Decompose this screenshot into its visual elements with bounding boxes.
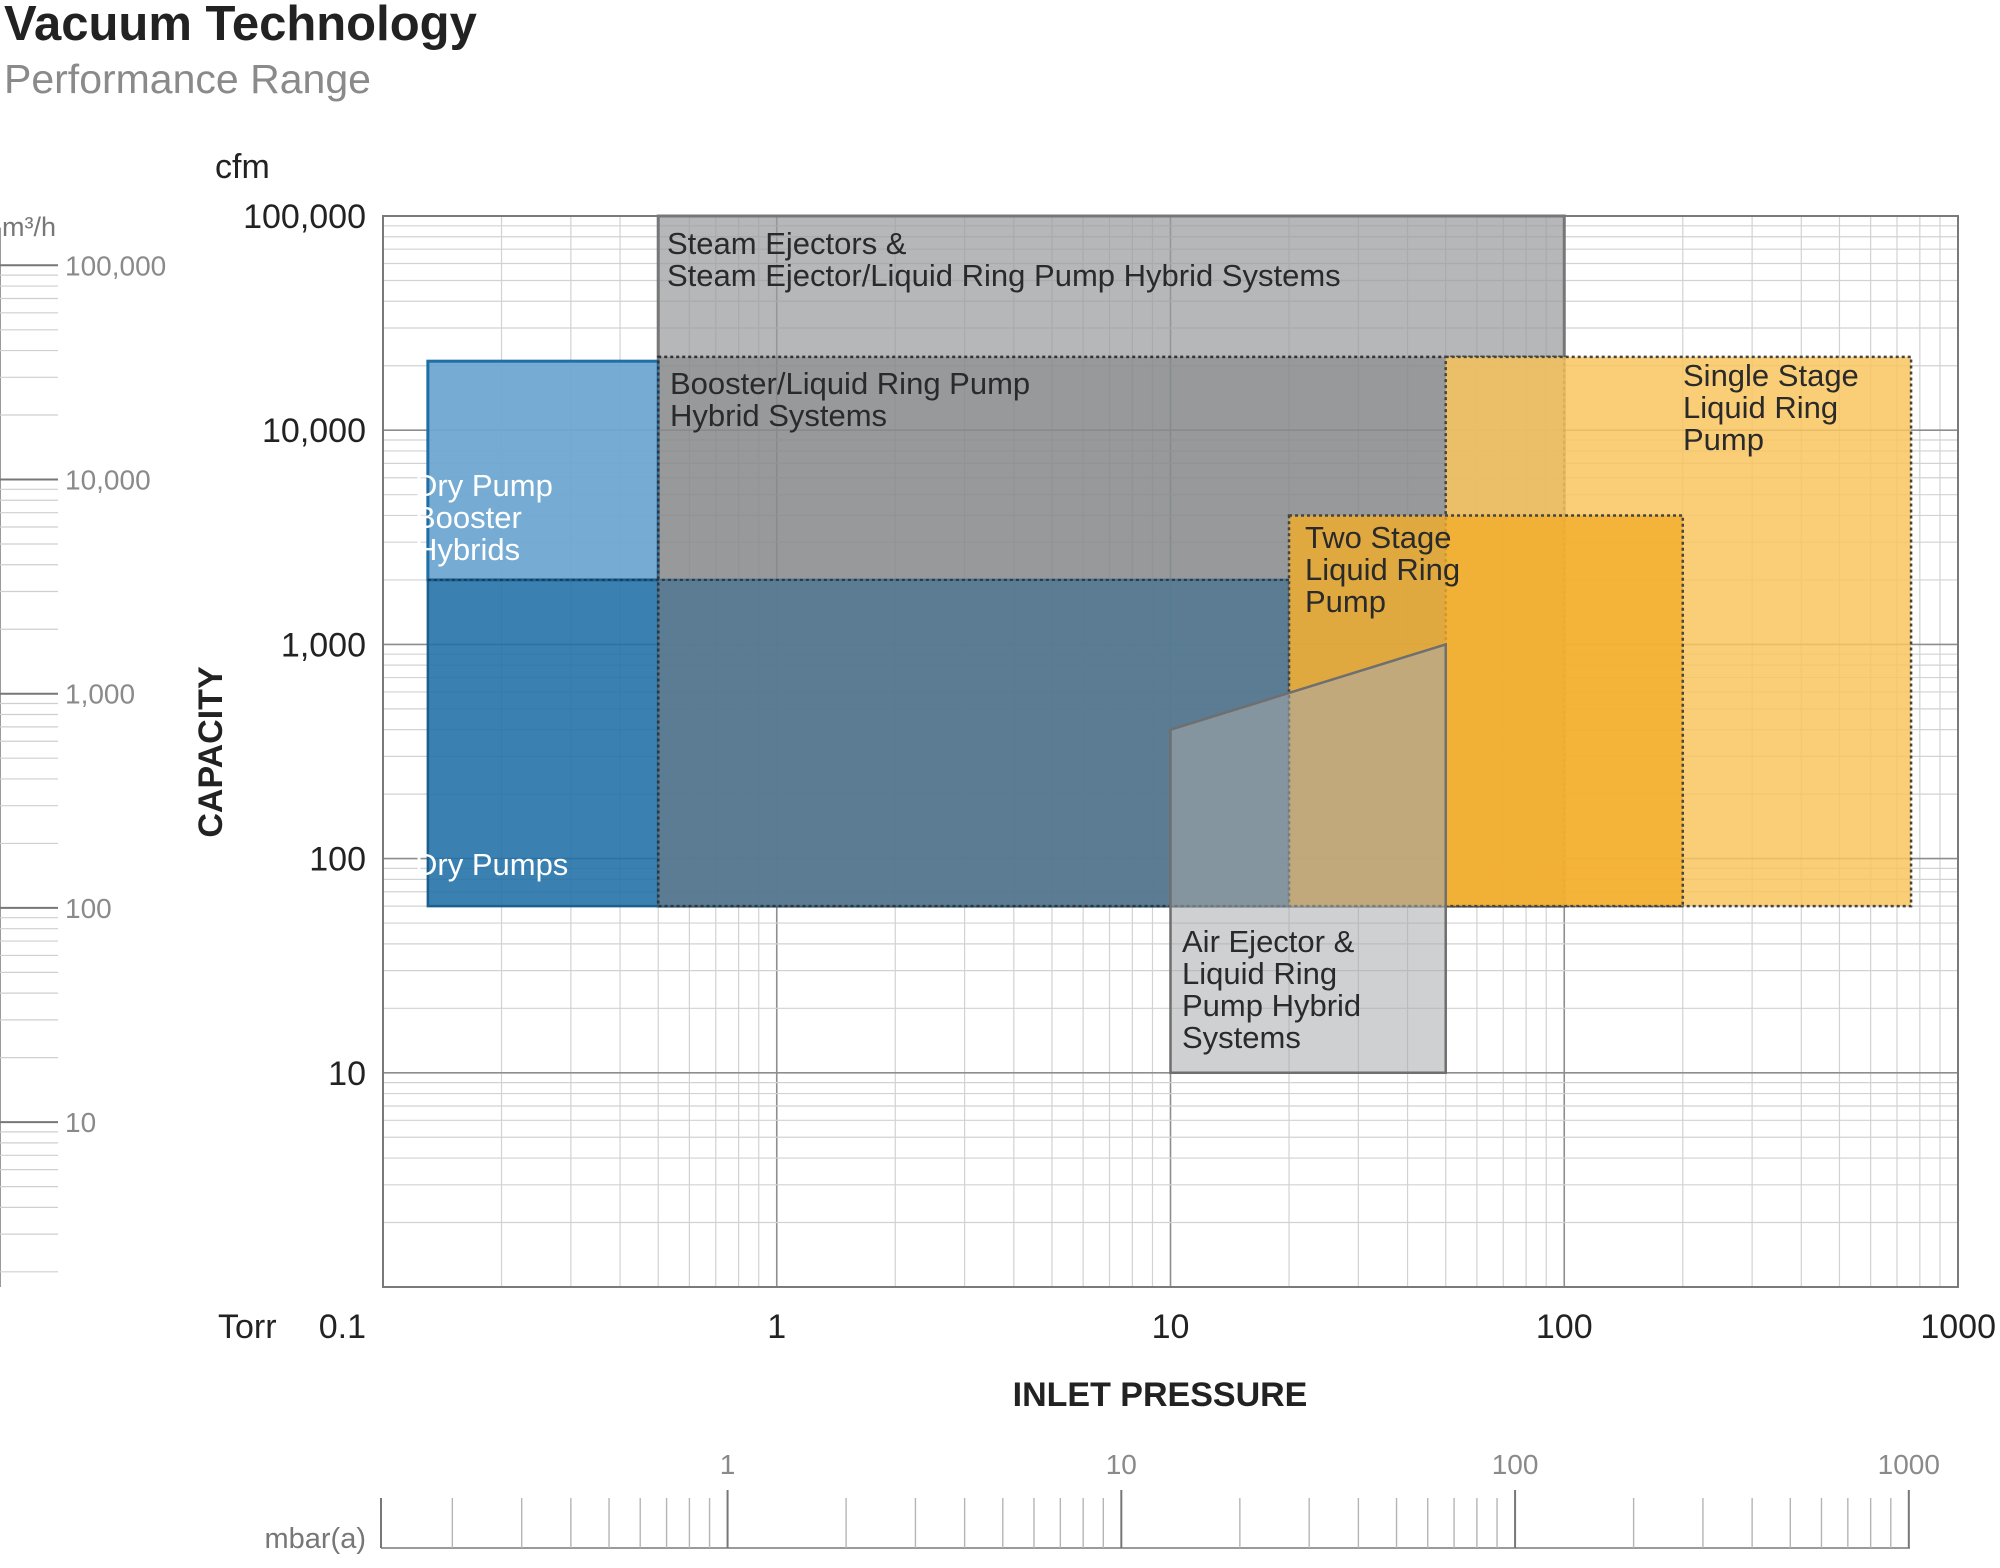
- region-label-3: Dry Pumps: [415, 847, 568, 882]
- region-2: [426, 359, 660, 582]
- x-tick-label: 1: [767, 1308, 786, 1346]
- secondary-x-tick-label: 1: [720, 1449, 736, 1480]
- region-label-line: Steam Ejectors &: [667, 226, 907, 261]
- secondary-y-tick-label: 100: [65, 893, 112, 924]
- region-label-line: Liquid Ring: [1683, 390, 1838, 425]
- region-label-line: Pump Hybrid: [1182, 988, 1361, 1023]
- y-tick-label: 10,000: [262, 412, 366, 450]
- region-label-line: Liquid Ring: [1182, 956, 1337, 991]
- y-tick-label: 100,000: [243, 198, 366, 236]
- axes: cfm 10 100 1,000 10,000 100,000 CAPACITY Torr 0.…: [0, 148, 1996, 1555]
- region-label-1: Booster/Liquid Ring Pump Hybrid Systems: [670, 366, 1030, 433]
- region-label-line: Air Ejector &: [1182, 924, 1355, 959]
- x-tick-label: 100: [1536, 1308, 1593, 1346]
- secondary-y-tick-label: 1,000: [65, 679, 135, 710]
- secondary-x-tick-label: 1000: [1878, 1449, 1940, 1480]
- region-label-line: Liquid Ring: [1305, 552, 1460, 587]
- region-label-line: Systems: [1182, 1020, 1301, 1055]
- y-unit-label: cfm: [215, 148, 270, 186]
- region-label-line: Pump: [1305, 584, 1386, 619]
- region-label-line: Booster: [415, 500, 522, 535]
- region-label-line: Booster/Liquid Ring Pump: [670, 366, 1030, 401]
- region-label-line: Dry Pumps: [415, 847, 568, 882]
- x-unit-label: Torr: [218, 1308, 277, 1346]
- y-axis-title: CAPACITY: [192, 666, 230, 838]
- secondary-y-tick-label: 10: [65, 1107, 96, 1138]
- y-tick-label: 100: [309, 841, 366, 879]
- region-label-line: Dry Pump: [415, 468, 553, 503]
- x-tick-label: 0.1: [319, 1308, 366, 1346]
- region-label-line: Steam Ejector/Liquid Ring Pump Hybrid Sy…: [667, 258, 1341, 293]
- secondary-y-tick-label: 100,000: [65, 250, 166, 281]
- page-title: Vacuum Technology: [4, 0, 477, 51]
- region-label-line: Two Stage: [1305, 520, 1451, 555]
- secondary-x-tick-label: 100: [1492, 1449, 1539, 1480]
- region-label-5: Two Stage Liquid Ring Pump: [1305, 520, 1460, 619]
- region-label-line: Single Stage: [1683, 358, 1859, 393]
- y-tick-label: 10: [328, 1055, 366, 1093]
- region-label-line: Hybrid Systems: [670, 398, 887, 433]
- region-label-4: Single Stage Liquid Ring Pump: [1683, 358, 1859, 457]
- page-subtitle: Performance Range: [4, 56, 371, 102]
- region-label-2: Dry Pump Booster Hybrids: [415, 468, 553, 567]
- y-tick-label: 1,000: [281, 626, 366, 664]
- secondary-y-tick-label: 10,000: [65, 465, 151, 496]
- region-label-line: Pump: [1683, 422, 1764, 457]
- region-label-0: Steam Ejectors & Steam Ejector/Liquid Rin…: [667, 226, 1341, 293]
- secondary-x-tick-label: 10: [1106, 1449, 1137, 1480]
- secondary-y-unit-label: m³/h: [2, 212, 56, 242]
- regions: [426, 214, 1913, 1075]
- x-tick-label: 1000: [1920, 1308, 1996, 1346]
- x-axis-title: INLET PRESSURE: [1013, 1376, 1308, 1414]
- region-label-line: Hybrids: [415, 532, 520, 567]
- secondary-x-unit-label: mbar(a): [264, 1523, 366, 1555]
- region-labels: Steam Ejectors & Steam Ejector/Liquid Rin…: [415, 226, 1859, 1055]
- region-air-ejector: [1169, 642, 1447, 1075]
- x-tick-label: 10: [1152, 1308, 1190, 1346]
- region-label-6: Air Ejector & Liquid Ring Pump Hybrid Syste…: [1182, 924, 1361, 1055]
